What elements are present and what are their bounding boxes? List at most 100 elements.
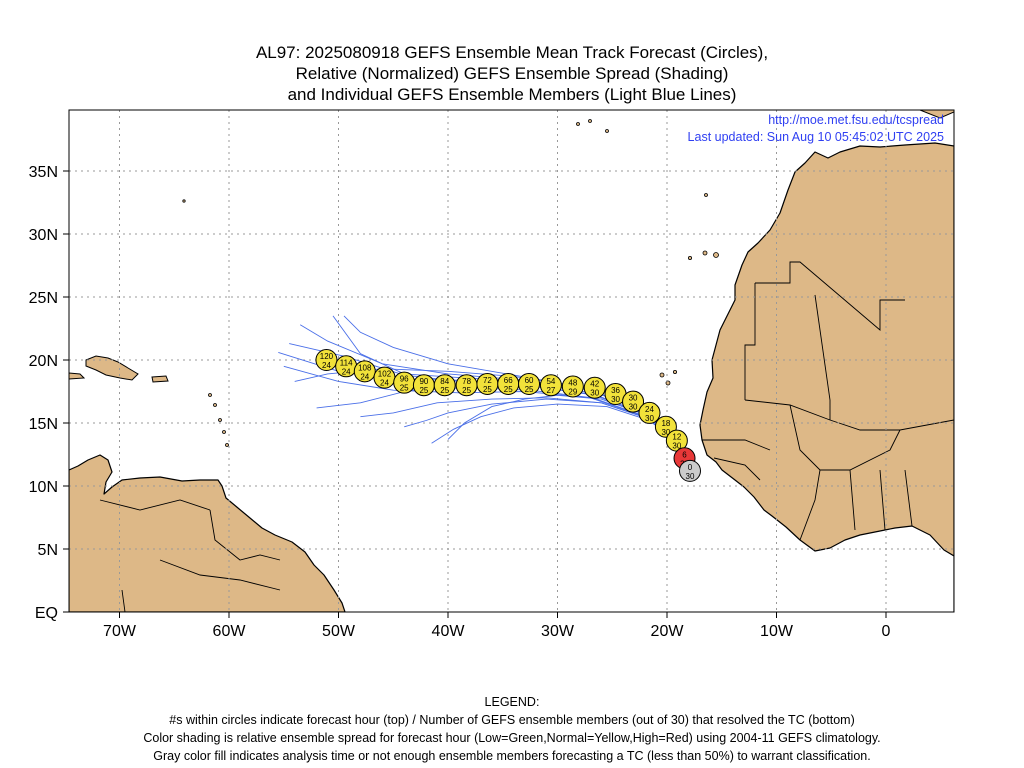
y-tick-label: 30N <box>29 227 58 244</box>
member-count-label: 25 <box>419 386 428 395</box>
forecast-hour-label: 72 <box>483 376 492 385</box>
member-count-label: 24 <box>342 367 351 376</box>
member-count-label: 24 <box>360 372 369 381</box>
member-count-label: 30 <box>590 389 599 398</box>
madeira-island <box>704 193 708 197</box>
legend-line-2: Color shading is relative ensemble sprea… <box>143 731 881 745</box>
track-circle <box>638 401 661 424</box>
title-line-3: and Individual GEFS Ensemble Members (Li… <box>287 85 737 104</box>
antilles-island <box>213 403 217 407</box>
x-tick-label: 10W <box>760 623 794 640</box>
legend: LEGEND: #s within circles indicate forec… <box>0 693 1024 765</box>
y-tick-label: 10N <box>29 479 58 496</box>
track-circle <box>622 390 645 413</box>
forecast-hour-label: 54 <box>546 377 555 386</box>
x-tick-label: 40W <box>432 623 466 640</box>
land-layer <box>69 110 954 612</box>
member-count-label: 30 <box>686 472 695 481</box>
x-tick-label: 0 <box>882 623 891 640</box>
azores-island <box>576 122 580 126</box>
south-america-landmass <box>69 454 346 612</box>
track-circle <box>678 459 701 482</box>
forecast-hour-label: 18 <box>661 419 670 428</box>
track-circle <box>561 375 584 398</box>
forecast-hour-label: 102 <box>378 370 392 379</box>
title-line-2: Relative (Normalized) GEFS Ensemble Spre… <box>295 64 729 83</box>
cape-verde-island <box>673 369 678 374</box>
member-count-label: 25 <box>440 386 449 395</box>
track-circle <box>539 374 562 397</box>
member-count-label: 24 <box>322 361 331 370</box>
forecast-hour-label: 6 <box>682 450 687 459</box>
antilles-island <box>225 443 229 447</box>
plot-frame <box>68 109 955 613</box>
canary-island <box>702 250 708 256</box>
iberia-landmass <box>868 110 954 119</box>
legend-heading: LEGEND: <box>484 695 540 709</box>
hispaniola-island <box>85 355 139 381</box>
antilles-island <box>208 393 212 397</box>
forecast-hour-label: 36 <box>611 386 620 395</box>
cuba-island <box>69 372 86 380</box>
x-tick-label: 50W <box>322 623 356 640</box>
forecast-hour-label: 84 <box>440 377 449 386</box>
azores-island <box>605 129 609 133</box>
member-count-label: 30 <box>611 395 620 404</box>
canary-island <box>713 252 719 258</box>
member-count-label: 27 <box>546 386 555 395</box>
forecast-hour-label: 12 <box>672 433 681 442</box>
member-count-label: 30 <box>672 442 681 451</box>
legend-line-3: Gray color fill indicates analysis time … <box>153 749 871 763</box>
member-count-label: 30 <box>645 414 654 423</box>
forecast-hour-label: 0 <box>688 463 693 472</box>
source-url-link[interactable]: http://moe.met.fsu.edu/tcspread <box>768 113 944 127</box>
track-circle <box>518 372 541 395</box>
member-count-label: 24 <box>380 379 389 388</box>
forecast-hour-label: 60 <box>525 376 534 385</box>
forecast-hour-label: 30 <box>629 394 638 403</box>
member-count-label: 30 <box>661 428 670 437</box>
y-tick-label: 35N <box>29 164 58 181</box>
legend-line-1: #s within circles indicate forecast hour… <box>169 713 855 727</box>
forecast-hour-label: 48 <box>568 378 577 387</box>
forecast-hour-label: 120 <box>320 352 334 361</box>
bermuda-island <box>182 199 186 203</box>
track-circle <box>353 360 376 383</box>
x-tick-label: 70W <box>103 623 137 640</box>
track-circle <box>583 376 606 399</box>
x-tick-label: 20W <box>651 623 685 640</box>
forecast-hour-label: 96 <box>400 375 409 384</box>
longitude-axis: 70W 60W 50W 40W 30W 20W 10W 0 <box>103 612 891 640</box>
forecast-hour-label: 114 <box>340 358 353 367</box>
map-title: AL97: 2025080918 GEFS Ensemble Mean Trac… <box>0 42 1024 105</box>
forecast-hour-label: 78 <box>462 377 471 386</box>
x-tick-label: 30W <box>541 623 575 640</box>
forecast-hour-label: 66 <box>504 376 513 385</box>
y-tick-label: 25N <box>29 290 58 307</box>
canary-island <box>688 255 693 260</box>
forecast-hour-label: 90 <box>419 377 428 386</box>
y-tick-label: 15N <box>29 416 58 433</box>
member-count-label: 29 <box>568 387 577 396</box>
forecast-hour-label: 108 <box>358 363 372 372</box>
title-line-1: AL97: 2025080918 GEFS Ensemble Mean Trac… <box>255 43 769 62</box>
country-borders <box>99 261 954 612</box>
y-tick-label: 20N <box>29 353 58 370</box>
member-count-label: 25 <box>462 386 471 395</box>
